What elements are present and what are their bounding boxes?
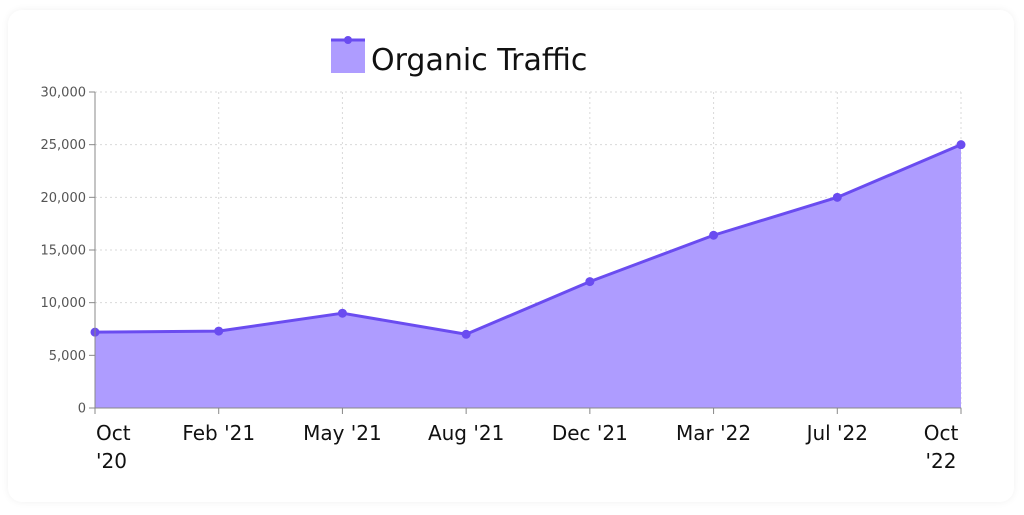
- data-point-5: [709, 230, 719, 240]
- y-tick-label-2: 10,000: [41, 296, 87, 311]
- y-tick-label-1: 5,000: [49, 349, 86, 364]
- y-tick-label-4: 20,000: [41, 191, 87, 206]
- data-point-6: [832, 192, 842, 202]
- x-tick-label-0-1: '20: [96, 449, 127, 473]
- y-axis-ticks: 0 5,000 10,000 15,000 20,000 25,000 30,000: [41, 86, 95, 417]
- x-tick-label-1-0: Feb '21: [182, 421, 255, 445]
- y-tick-label-5: 25,000: [41, 138, 87, 153]
- x-tick-label-4-0: Dec '21: [552, 421, 628, 445]
- legend-label: Organic Traffic: [371, 43, 587, 78]
- x-tick-label-6-0: Jul '22: [805, 421, 868, 445]
- x-tick-label-3-0: Aug '21: [428, 421, 504, 445]
- data-point-2: [337, 308, 347, 318]
- series-area-organic-traffic: [95, 144, 961, 408]
- legend-swatch: [331, 40, 365, 73]
- legend-swatch-dot: [344, 36, 352, 44]
- data-point-3: [461, 329, 471, 339]
- data-point-4: [585, 277, 595, 287]
- y-tick-label-6: 30,000: [41, 86, 87, 101]
- x-tick-label-7-1: '22: [926, 449, 957, 473]
- y-tick-label-0: 0: [78, 402, 86, 417]
- x-tick-label-0-0: Oct: [96, 421, 131, 445]
- x-tick-label-5-0: Mar '22: [676, 421, 751, 445]
- x-tick-label-2-0: May '21: [303, 421, 382, 445]
- data-point-1: [214, 326, 224, 336]
- data-point-7: [956, 140, 966, 150]
- x-axis-ticks: Oct '20 Feb '21 May '21 Aug '21 Dec '21 Mar '2…: [94, 408, 962, 473]
- x-tick-label-7-0: Oct: [924, 421, 959, 445]
- y-tick-label-3: 15,000: [41, 244, 87, 259]
- legend: Organic Traffic: [331, 36, 587, 78]
- series-points: [90, 140, 966, 339]
- series-line-organic-traffic: [94, 143, 962, 336]
